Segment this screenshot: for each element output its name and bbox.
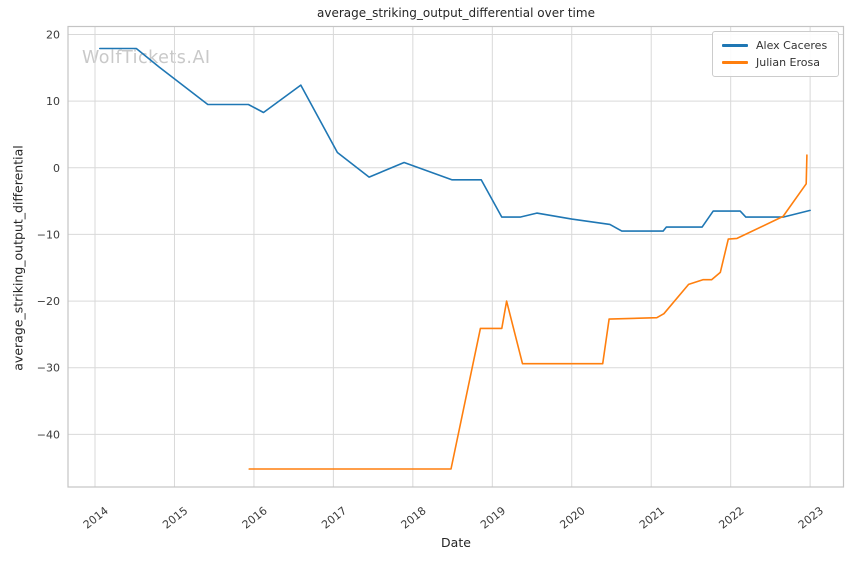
- legend-label: Alex Caceres: [756, 39, 828, 52]
- plot-spine: [67, 25, 845, 488]
- y-tick-label: −30: [37, 362, 60, 375]
- y-tick-label: −40: [37, 428, 60, 441]
- x-tick-label: 2020: [558, 504, 588, 531]
- watermark: WolfTickets.AI: [82, 48, 211, 68]
- y-tick-label: 10: [46, 95, 60, 108]
- x-tick-label: 2016: [240, 504, 270, 531]
- y-tick-label: −20: [37, 295, 60, 308]
- x-axis-title: Date: [441, 535, 471, 550]
- x-tick-label: 2018: [399, 504, 429, 531]
- x-tick-label: 2022: [716, 504, 746, 531]
- legend-item-julian-erosa: Julian Erosa: [722, 54, 830, 71]
- chart-title: average_striking_output_differential ove…: [317, 6, 595, 20]
- legend-label: Julian Erosa: [756, 56, 820, 69]
- series-line-alex-caceres: [99, 47, 811, 232]
- legend-line-sample: [722, 44, 748, 47]
- legend-item-alex-caceres: Alex Caceres: [722, 37, 830, 54]
- series-line-julian-erosa: [248, 154, 808, 470]
- legend: Alex Caceres Julian Erosa: [712, 31, 839, 77]
- legend-line-sample: [722, 61, 748, 64]
- x-tick-label: 2021: [637, 504, 667, 531]
- x-tick-label: 2019: [478, 504, 508, 531]
- x-tick-label: 2023: [796, 504, 826, 531]
- y-tick-label: 0: [53, 162, 60, 175]
- x-tick-label: 2015: [160, 504, 190, 531]
- x-tick-label: 2017: [319, 504, 349, 531]
- y-tick-label: 20: [46, 28, 60, 41]
- y-tick-label: −10: [37, 228, 60, 241]
- x-tick-label: 2014: [81, 504, 111, 531]
